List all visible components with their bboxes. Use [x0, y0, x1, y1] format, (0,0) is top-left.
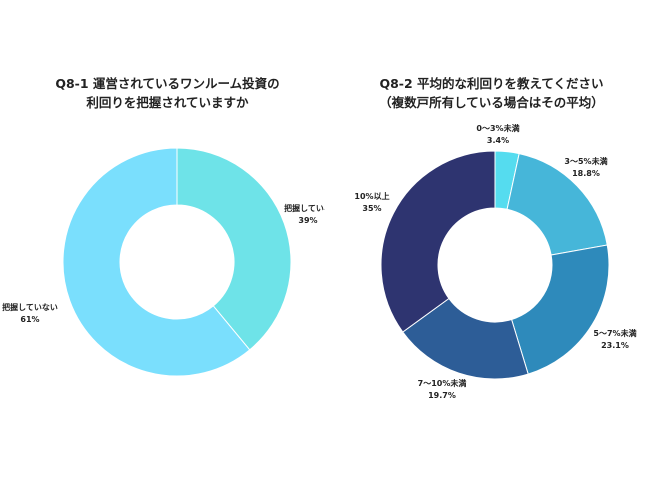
- slice-value-label: 3.4%: [487, 136, 509, 145]
- chart-title: Q8-1 運営されているワンルーム投資の 利回りを把握されていますか: [0, 74, 325, 112]
- slice-label: 3～5%未満: [564, 156, 607, 166]
- chart-title-line-2: （複数戸所有している場合はその平均）: [379, 95, 604, 110]
- donut-slice-2: [510, 244, 610, 375]
- slice-label: 0～3%未満: [476, 123, 519, 133]
- donut-chart-awareness: 把握している 39% 把握していない 61%: [2, 147, 325, 377]
- slice-value-label: 35%: [362, 204, 381, 213]
- slice-label: 7～10%未満: [418, 378, 467, 388]
- slice-value-label: 61%: [20, 315, 39, 324]
- slice-label: 把握している: [284, 203, 325, 213]
- slice-label: 5～7%未満: [593, 328, 636, 338]
- slice-value-label: 18.8%: [572, 169, 600, 178]
- chart-panel-usage-awareness: Q8-1 運営されているワンルーム投資の 利回りを把握されていますか 把握してい…: [0, 74, 325, 377]
- donut-slice-0: [176, 147, 292, 351]
- chart-title-line-1: Q8-1 運営されているワンルーム投資の: [55, 76, 280, 91]
- slice-value-label: 23.1%: [601, 341, 629, 350]
- slice-label: 把握していない: [2, 302, 58, 312]
- donut-slice-4: [380, 150, 496, 333]
- slice-value-label: 39%: [298, 216, 317, 225]
- chart-panel-average-yield: Q8-2 平均的な利回りを教えてください （複数戸所有している場合はその平均） …: [325, 0, 650, 488]
- donut-slice-1: [62, 147, 251, 377]
- slice-value-label: 19.7%: [428, 391, 456, 400]
- donut-chart-yield: 0～3%未満 3.4% 3～5%未満 18.8% 5～7%未満 23.1% 7～10%未満 1…: [354, 123, 636, 400]
- donut-slice-1: [506, 152, 608, 256]
- chart-title-line-1: Q8-2 平均的な利回りを教えてください: [379, 76, 604, 91]
- chart-title: Q8-2 平均的な利回りを教えてください （複数戸所有している場合はその平均）: [325, 74, 650, 112]
- chart-title-line-2: 利回りを把握されていますか: [86, 95, 249, 110]
- slice-label: 10%以上: [354, 191, 389, 201]
